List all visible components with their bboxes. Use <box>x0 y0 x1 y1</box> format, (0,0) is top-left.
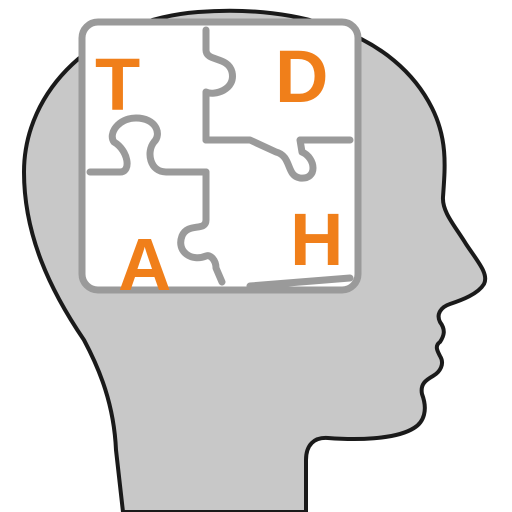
puzzle-seam-bottom <box>177 168 226 286</box>
letter-d: D <box>275 35 328 118</box>
letter-h: H <box>290 198 343 281</box>
puzzle-seam-top <box>202 26 236 144</box>
letter-a: A <box>118 223 171 306</box>
puzzle: T D A H <box>78 18 362 306</box>
puzzle-board <box>82 22 358 290</box>
puzzle-frame <box>78 18 362 294</box>
puzzle-seam-left <box>86 114 210 176</box>
puzzle-seam-right <box>202 136 354 182</box>
letter-t: T <box>95 43 140 126</box>
puzzle-seam-base <box>246 274 354 290</box>
